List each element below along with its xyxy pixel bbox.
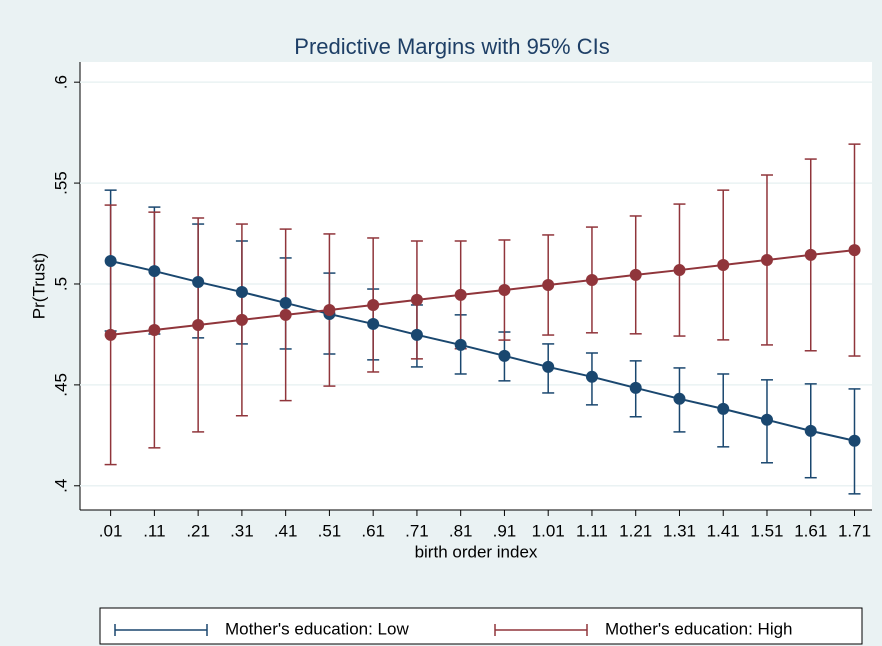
- point: [629, 268, 642, 281]
- point: [454, 288, 467, 301]
- point: [148, 265, 161, 278]
- y-tick-label: .6: [51, 75, 70, 89]
- point: [192, 318, 205, 331]
- x-tick-label: 1.11: [576, 521, 608, 540]
- x-tick-label: .91: [493, 521, 517, 540]
- x-tick-label: .61: [361, 521, 385, 540]
- series-line: [110, 260, 855, 442]
- point: [498, 284, 511, 297]
- y-tick-label: .55: [51, 171, 70, 195]
- point: [673, 392, 686, 405]
- x-tick-label: 1.71: [838, 521, 871, 540]
- point: [104, 328, 117, 341]
- point: [498, 349, 511, 362]
- point: [673, 264, 686, 277]
- point: [279, 296, 292, 309]
- x-tick-label: .01: [99, 521, 123, 540]
- legend-label: Mother's education: High: [605, 619, 793, 638]
- series-line: [110, 249, 855, 336]
- chart-title: Predictive Margins with 95% CIs: [294, 34, 609, 59]
- point: [804, 424, 817, 437]
- y-tick-label: .5: [51, 277, 70, 291]
- x-tick-label: .11: [143, 521, 165, 540]
- point: [367, 298, 380, 311]
- point: [104, 254, 117, 267]
- y-axis-title: Pr(Trust): [29, 253, 48, 319]
- legend-label: Mother's education: Low: [225, 619, 409, 638]
- point: [585, 370, 598, 383]
- x-axis-title: birth order index: [415, 542, 538, 561]
- point: [454, 338, 467, 351]
- point: [410, 293, 423, 306]
- point: [279, 308, 292, 321]
- x-tick-label: .51: [318, 521, 342, 540]
- x-tick-label: 1.21: [619, 521, 652, 540]
- y-tick-label: .4: [51, 479, 70, 493]
- point: [235, 286, 248, 299]
- x-tick-label: 1.31: [663, 521, 696, 540]
- point: [848, 434, 861, 447]
- point: [585, 273, 598, 286]
- point: [848, 244, 861, 257]
- point: [323, 304, 336, 317]
- x-tick-label: .21: [186, 521, 210, 540]
- x-tick-label: 1.51: [750, 521, 783, 540]
- x-tick-label: 1.41: [707, 521, 740, 540]
- x-tick-label: .81: [449, 521, 473, 540]
- point: [760, 413, 773, 426]
- x-tick-label: 1.61: [794, 521, 827, 540]
- point: [804, 248, 817, 261]
- x-tick-label: .41: [274, 521, 298, 540]
- point: [410, 328, 423, 341]
- point: [717, 402, 730, 415]
- point: [717, 259, 730, 272]
- x-tick-label: 1.01: [532, 521, 565, 540]
- point: [148, 323, 161, 336]
- point: [760, 253, 773, 266]
- y-tick-label: .45: [51, 373, 70, 397]
- point: [192, 275, 205, 288]
- point: [542, 278, 555, 291]
- x-tick-label: .31: [230, 521, 254, 540]
- point: [542, 360, 555, 373]
- point: [367, 317, 380, 330]
- point: [235, 313, 248, 326]
- legend-box: [99, 607, 863, 645]
- x-tick-label: .71: [405, 521, 429, 540]
- point: [629, 381, 642, 394]
